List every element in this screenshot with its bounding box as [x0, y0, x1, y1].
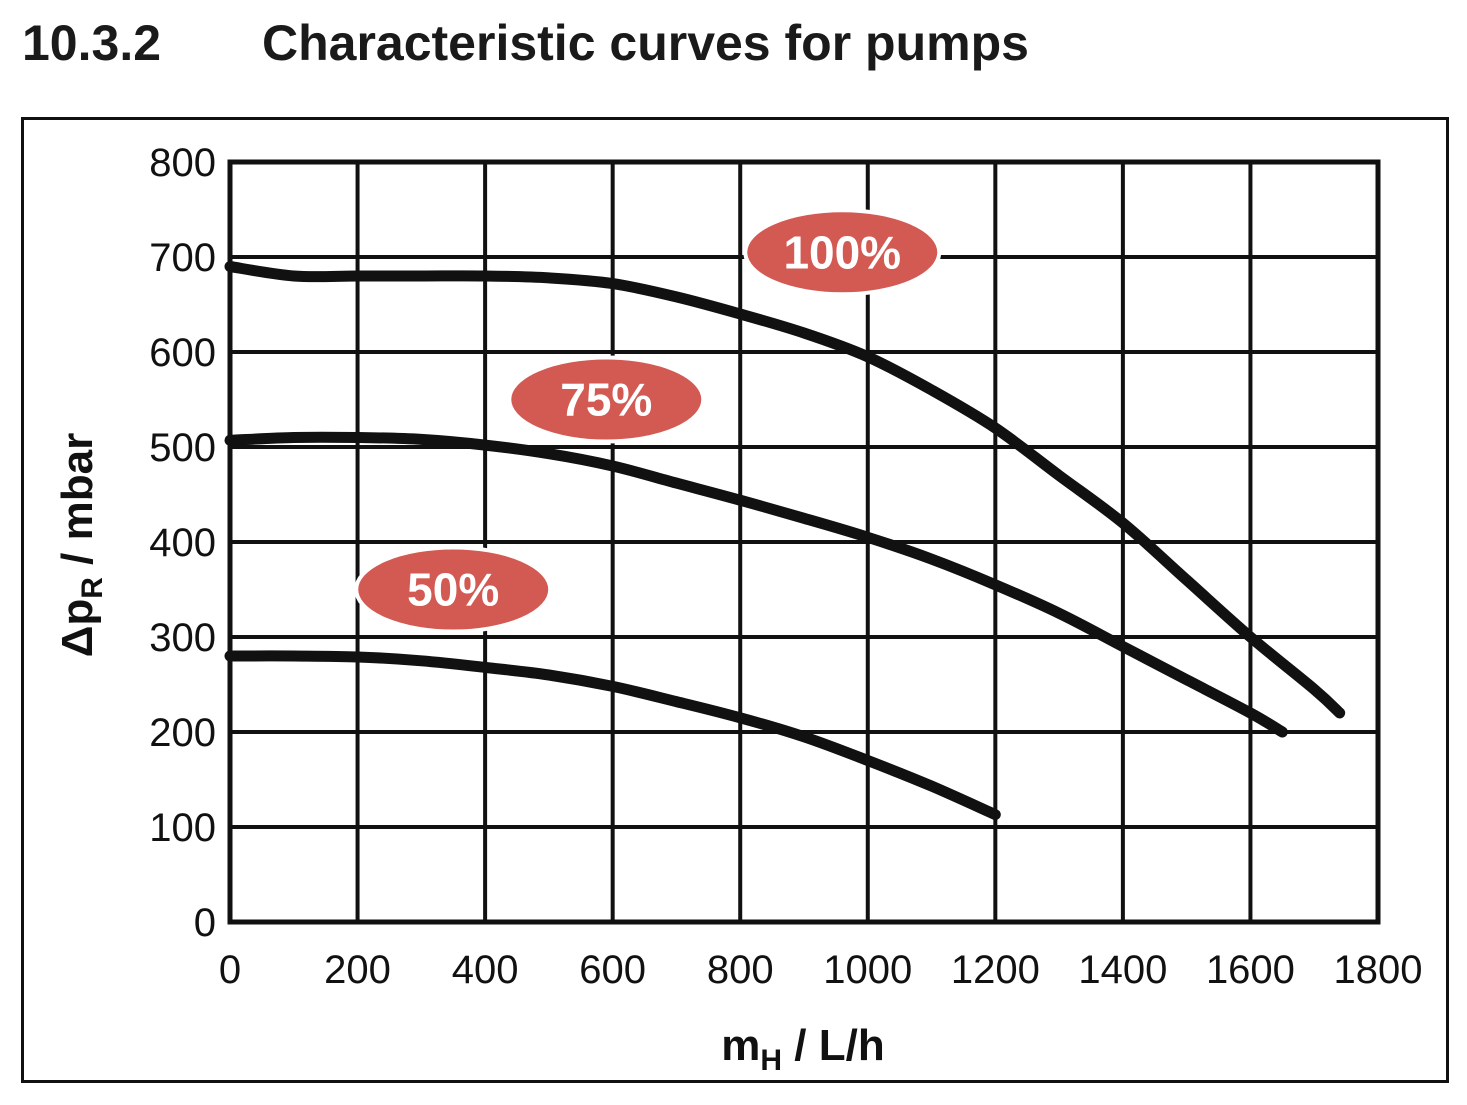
x-tick-label-1200: 1200: [951, 948, 1040, 992]
badge-text: 100%: [783, 226, 901, 278]
badge-text: 50%: [407, 564, 499, 616]
x-tick-label-0: 0: [219, 948, 241, 992]
y-tick-label-700: 700: [149, 236, 216, 280]
section-heading: 10.3.2 Characteristic curves for pumps: [22, 14, 1029, 78]
curve-50-percent: [224, 650, 1001, 821]
y-tick-label-600: 600: [149, 331, 216, 375]
y-tick-label-200: 200: [149, 711, 216, 755]
x-tick-label-400: 400: [452, 948, 519, 992]
chart-frame: [21, 117, 1449, 1083]
label-badge-50-percent: 50%: [354, 545, 553, 634]
badge-oval: [743, 208, 942, 297]
curve-75-percent: [224, 431, 1288, 738]
section-title: Characteristic curves for pumps: [262, 15, 1029, 71]
section-number: 10.3.2: [22, 15, 162, 71]
badge-oval: [354, 545, 553, 634]
x-tick-label-1400: 1400: [1078, 948, 1167, 992]
y-tick-label-800: 800: [149, 141, 216, 185]
x-tick-label-1000: 1000: [823, 948, 912, 992]
y-tick-label-100: 100: [149, 806, 216, 850]
y-axis-label: ΔpR / mbar: [53, 433, 109, 657]
x-tick-label-200: 200: [324, 948, 391, 992]
x-tick-label-1600: 1600: [1206, 948, 1295, 992]
y-tick-label-400: 400: [149, 521, 216, 565]
y-tick-label-500: 500: [149, 426, 216, 470]
x-tick-label-1800: 1800: [1334, 948, 1423, 992]
x-axis-label-main: m: [721, 1021, 760, 1070]
x-tick-label-600: 600: [579, 948, 646, 992]
y-tick-label-300: 300: [149, 616, 216, 660]
curve-labels: 100% 75% 50%: [354, 208, 942, 634]
x-tick-label-800: 800: [707, 948, 774, 992]
label-badge-100-percent: 100%: [743, 208, 942, 297]
x-axis-label: mH / L/h: [721, 1021, 884, 1077]
plot-border: [227, 159, 1381, 925]
label-badge-75-percent: 75%: [507, 355, 706, 444]
x-axis-label-rest: / L/h: [782, 1021, 885, 1070]
y-axis-label-sub: R: [76, 577, 109, 599]
y-axis-label-rest: / mbar: [53, 433, 102, 577]
tick-labels: 0 200 400 600 800 1000 1200 1400 1600 1800 0 100 200…: [149, 141, 1422, 992]
curve-100-percent: [224, 261, 1346, 719]
y-tick-label-0: 0: [194, 901, 216, 945]
y-axis-label-main: Δp: [53, 599, 102, 658]
curves: [224, 261, 1346, 821]
badge-oval: [507, 355, 706, 444]
badge-text: 75%: [560, 374, 652, 426]
x-axis-label-sub: H: [760, 1044, 782, 1077]
